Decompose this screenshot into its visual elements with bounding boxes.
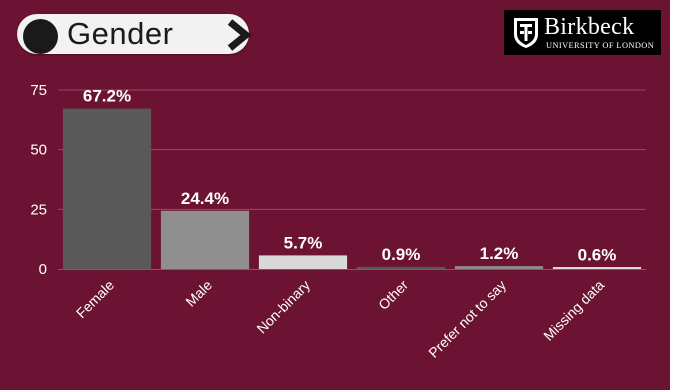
x-tick-label: Non-binary xyxy=(253,277,313,337)
data-label: 1.2% xyxy=(480,244,519,263)
bar xyxy=(62,108,152,269)
bar xyxy=(552,267,642,269)
x-tick-label: Missing data xyxy=(540,277,607,344)
crest-icon xyxy=(514,18,538,48)
right-edge-strip xyxy=(670,0,675,390)
birkbeck-logo: Birkbeck UNIVERSITY OF LONDON xyxy=(504,10,661,55)
x-tick-label: Prefer not to say xyxy=(425,277,509,361)
chart-title: Gender xyxy=(67,16,174,51)
data-label: 0.9% xyxy=(382,245,421,264)
bar xyxy=(258,255,348,269)
data-label: 24.4% xyxy=(181,189,229,208)
data-label: 0.6% xyxy=(578,246,617,265)
y-tick-label: 0 xyxy=(39,261,47,278)
y-tick-label: 50 xyxy=(30,142,47,159)
logo-name: Birkbeck xyxy=(544,14,635,40)
chevron-right-icon xyxy=(227,19,252,51)
x-tick-label: Male xyxy=(182,277,215,310)
y-tick-label: 25 xyxy=(30,201,47,218)
data-label: 67.2% xyxy=(83,87,131,106)
x-tick-label: Female xyxy=(73,277,117,321)
data-label: 5.7% xyxy=(284,233,323,252)
bar xyxy=(454,266,544,269)
x-tick-label: Other xyxy=(375,277,411,313)
bar xyxy=(356,266,446,269)
bullet-dot-icon xyxy=(23,19,58,54)
y-tick-label: 75 xyxy=(30,82,47,99)
logo-subtitle: UNIVERSITY OF LONDON xyxy=(546,41,655,50)
bar xyxy=(160,210,250,269)
